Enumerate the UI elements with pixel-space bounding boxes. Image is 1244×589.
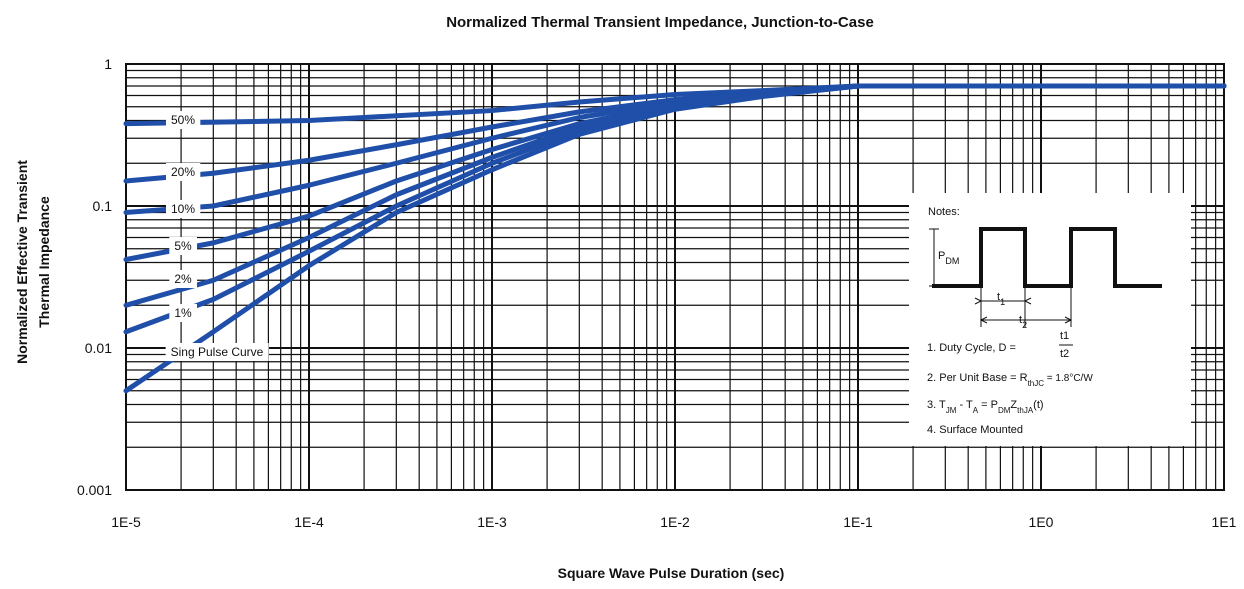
series-label-3: 10% [171,202,195,216]
notes-heading: Notes: [928,206,960,218]
pdm-label-main: P [938,250,945,262]
x-tick-label-2: 1E-4 [294,514,324,530]
note-1-denominator: t2 [1060,348,1069,360]
y-tick-label-2: 0.01 [85,340,112,356]
series-label-bg-1 [165,111,201,129]
t1-label: t1 [997,291,1005,307]
notes-box: Notes: PDM t1 t2 1. [909,193,1191,446]
x-tick-label-6: 1E0 [1029,514,1054,530]
note-3-d: Z [1010,399,1017,411]
t2-label-sub: 2 [1022,320,1027,330]
t1-label-main: t [997,291,1000,303]
y-axis-label-line1: Normalized Effective Transient [14,160,30,364]
curves: 50% 20% 10% 5% 2% 1% Sing Pulse Curve [123,83,1227,394]
series-label-5: 2% [174,272,192,286]
y-axis-label: Normalized Effective Transient Thermal I… [14,160,52,364]
y-tick-label-1: 0.001 [77,482,112,498]
series-label-2: 20% [171,165,195,179]
x-tick-label-3: 1E-3 [477,514,507,530]
series-label-bg-7 [165,343,269,361]
x-tick-label-4: 1E-2 [660,514,690,530]
note-3-e: (t) [1033,399,1043,411]
note-3-b-sub: A [973,406,979,415]
series-label-1: 50% [171,113,195,127]
y-tick-label-3: 0.1 [93,198,113,214]
note-1-prefix: 1. Duty Cycle, D = [927,342,1016,354]
note-2-main: 2. Per Unit Base = R [927,372,1028,384]
note-2-sub: thJC [1028,379,1045,388]
series-label-bg-4 [169,237,198,255]
series-label-4: 5% [174,239,192,253]
note-3-c: = P [978,399,998,411]
y-tick-label-4: 1 [104,56,112,72]
note-1-numerator: t1 [1060,330,1069,342]
pdm-label: PDM [938,250,959,266]
note-3: 3. TJM - TA = PDMZthJA(t) [927,399,1044,415]
series-label-bg-6 [169,304,198,322]
t2-label: t2 [1019,314,1027,330]
t2-label-main: t [1019,314,1022,326]
note-2-suffix: = 1.8°C/W [1044,373,1093,384]
note-2: 2. Per Unit Base = RthJC = 1.8°C/W [927,372,1093,388]
pdm-label-sub: DM [945,256,959,266]
chart-title: Normalized Thermal Transient Impedance, … [446,14,874,31]
series-label-7: Sing Pulse Curve [171,345,264,359]
y-axis-label-line2: Thermal Impedance [36,196,52,328]
x-tick-label-7: 1E1 [1212,514,1237,530]
series-line-7 [123,83,1227,394]
series-label-6: 1% [174,306,192,320]
note-3-c-sub: DM [998,406,1011,415]
tick-labels: 1E-5 1E-4 1E-3 1E-2 1E-1 1E0 1E1 0.001 0.01 0.1 1 [77,56,1237,530]
note-4: 4. Surface Mounted [927,424,1023,436]
note-1: 1. Duty Cycle, D = [927,342,1016,354]
series-label-bg-5 [169,270,198,288]
note-3-a: 3. T [927,399,946,411]
note-3-a-sub: JM [946,406,957,415]
note-3-b: - T [956,399,973,411]
t2-arrow-left [979,316,988,324]
series-label-bg-3 [165,200,201,218]
pulse-waveform [932,227,1162,288]
grid [125,64,1224,491]
t1-label-sub: 1 [1000,297,1005,307]
x-axis-label: Square Wave Pulse Duration (sec) [558,565,785,581]
note-3-d-sub: thJA [1017,406,1034,415]
x-tick-label-1: 1E-5 [111,514,141,530]
series-label-bg-2 [165,163,201,181]
x-tick-label-5: 1E-1 [843,514,873,530]
